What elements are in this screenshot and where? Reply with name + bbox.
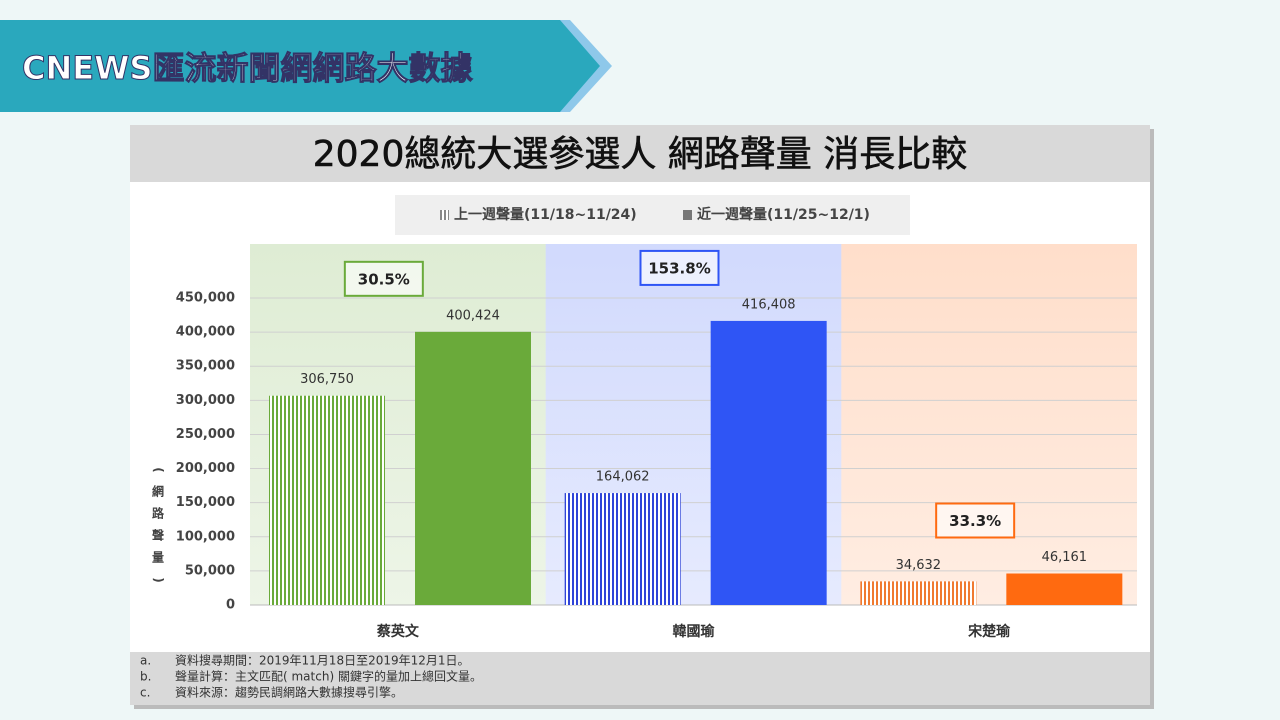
annotation: 33.3% bbox=[949, 512, 1001, 530]
annotation: 153.8% bbox=[648, 259, 710, 277]
y-tick-label: 100,000 bbox=[176, 529, 235, 544]
notes-band bbox=[130, 652, 1150, 705]
title-band bbox=[130, 125, 1150, 182]
legend-label: 上一週聲量(11/18~11/24) bbox=[454, 206, 637, 223]
legend-swatch bbox=[683, 210, 692, 220]
banner-title: CNEWS匯流新聞網網路大數據 bbox=[22, 49, 473, 87]
value-label: 400,424 bbox=[446, 308, 500, 323]
note-text: 資料來源：趨勢民調網路大數據搜尋引擎。 bbox=[175, 685, 403, 700]
chart-title: 2020總統大選參選人 網路聲量 消長比較 bbox=[313, 134, 968, 175]
annotation-box bbox=[343, 260, 424, 297]
y-tick-label: 150,000 bbox=[176, 495, 235, 510]
y-tick-label: 300,000 bbox=[176, 393, 235, 408]
value-label: 306,750 bbox=[300, 372, 354, 387]
note-marker: c. bbox=[140, 686, 150, 700]
x-tick-label: 蔡英文 bbox=[376, 623, 420, 640]
annotation-box bbox=[935, 502, 1016, 539]
bar bbox=[269, 395, 385, 605]
bar bbox=[415, 331, 531, 605]
note-marker: b. bbox=[140, 670, 151, 684]
y-tick-label: 200,000 bbox=[176, 461, 235, 476]
bar bbox=[860, 581, 977, 605]
value-label: 46,161 bbox=[1042, 550, 1088, 565]
value-label: 34,632 bbox=[896, 558, 942, 573]
legend-label: 近一週聲量(11/25~12/1) bbox=[697, 206, 870, 223]
y-tick-label: 350,000 bbox=[176, 359, 235, 374]
y-axis-label: ( 網路聲量) bbox=[152, 467, 166, 582]
y-tick-label: 400,000 bbox=[176, 325, 235, 340]
y-axis-label-char: 聲 bbox=[152, 528, 164, 543]
y-axis-label-char: 網 bbox=[152, 484, 164, 499]
bar bbox=[1006, 573, 1123, 605]
bar bbox=[710, 320, 827, 605]
y-axis-label-char: ( bbox=[152, 467, 166, 472]
annotation: 30.5% bbox=[358, 270, 410, 288]
note-text: 聲量計算：主文匹配( match) 關鍵字的量加上總回文量。 bbox=[175, 669, 482, 684]
note-text: 資料搜尋期間：2019年11月18日至2019年12月1日。 bbox=[175, 653, 470, 668]
y-axis-label-char: 路 bbox=[152, 506, 165, 521]
value-label: 164,062 bbox=[596, 470, 650, 485]
legend-box bbox=[395, 195, 910, 235]
x-tick-label: 韓國瑜 bbox=[673, 623, 716, 640]
note-marker: a. bbox=[140, 654, 151, 668]
bar bbox=[564, 493, 681, 605]
y-tick-label: 450,000 bbox=[176, 291, 235, 306]
y-tick-label: 250,000 bbox=[176, 427, 235, 442]
y-tick-label: 0 bbox=[226, 598, 235, 613]
banner bbox=[0, 20, 600, 112]
legend-swatch bbox=[440, 210, 449, 220]
value-label: 416,408 bbox=[742, 297, 796, 312]
category-background bbox=[841, 244, 1137, 605]
x-tick-label: 宋楚瑜 bbox=[967, 623, 1011, 640]
annotation-box bbox=[639, 249, 720, 286]
y-axis-label-char: ) bbox=[152, 577, 166, 582]
y-axis-label-char: 量 bbox=[152, 551, 164, 565]
y-tick-label: 50,000 bbox=[185, 563, 235, 578]
